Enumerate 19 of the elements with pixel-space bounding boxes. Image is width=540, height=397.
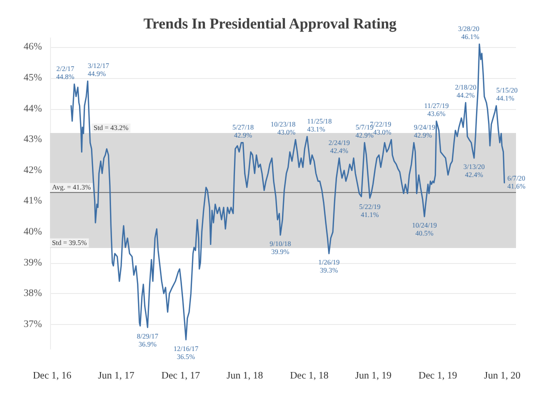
x-tick-label: Jun 1, 20 <box>484 370 520 382</box>
x-tick-label: Dec 1, 19 <box>418 370 458 382</box>
x-tick-label: Dec 1, 16 <box>32 370 72 382</box>
x-tick-label: Jun 1, 19 <box>355 370 392 382</box>
x-tick-label: Dec 1, 18 <box>290 370 329 382</box>
y-tick-label: 38% <box>24 288 42 300</box>
chart-title: Trends In Presidential Approval Rating <box>143 16 398 32</box>
x-tick-label: Dec 1, 17 <box>161 370 200 382</box>
y-tick-label: 46% <box>24 42 42 53</box>
y-tick-label: 45% <box>24 72 42 84</box>
y-tick-label: 39% <box>24 257 42 268</box>
x-tick-label: Jun 1, 18 <box>226 370 263 382</box>
y-tick-label: 43% <box>24 134 42 146</box>
y-tick-label: 44% <box>24 103 42 114</box>
y-tick-label: 40% <box>24 226 42 238</box>
y-tick-label: 41% <box>24 196 42 207</box>
x-tick-label: Jun 1, 17 <box>98 370 134 382</box>
y-tick-label: 37% <box>24 318 42 330</box>
y-tick-label: 42% <box>24 164 42 176</box>
